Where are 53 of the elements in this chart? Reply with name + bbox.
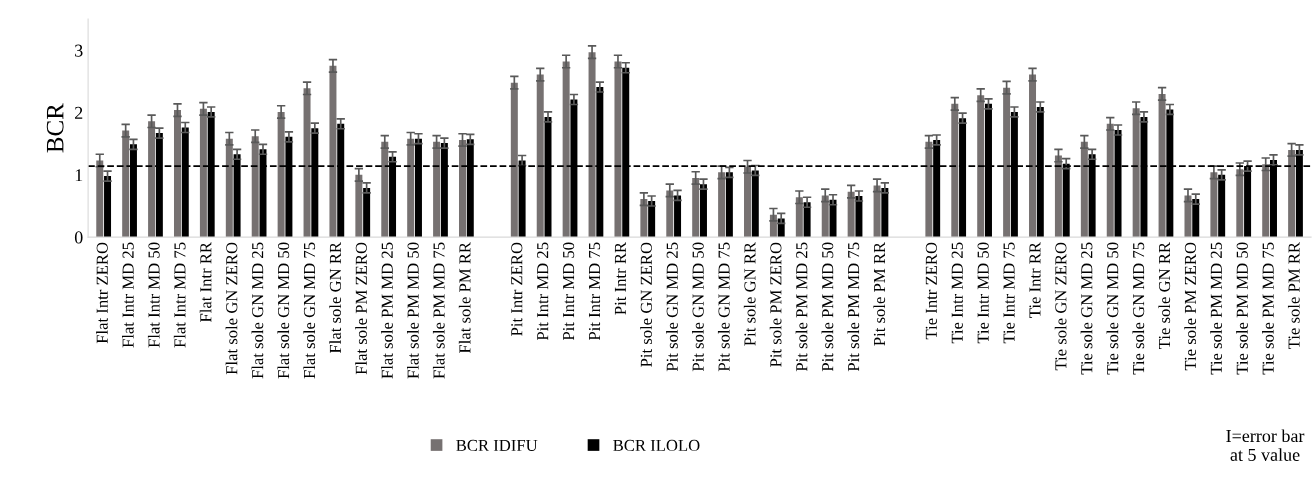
x-tick-label: Tie sole GN RR — [1158, 241, 1171, 349]
x-tick-label: Pit Intr MD 75 — [588, 242, 601, 341]
x-tick-label: Flat sole GN ZERO — [225, 242, 238, 375]
x-tick-label: Pit sole GN RR — [743, 241, 756, 346]
x-tick-label: Tie Intr MD 75 — [1003, 242, 1015, 344]
x-tick-label: Tie Intr RR — [1029, 241, 1041, 318]
x-tick-label: Flat sole GN RR — [329, 241, 342, 354]
legend-label: BCR ILOLO — [613, 439, 700, 452]
x-tick-label: Flat sole PM RR — [458, 241, 471, 354]
x-tick-label: Tie sole GN ZERO — [1054, 242, 1067, 371]
x-tick-label: Pit Intr ZERO — [511, 242, 523, 336]
x-tick-label: Tie sole PM MD 50 — [1236, 242, 1248, 375]
x-tick-label: Tie Intr MD 50 — [977, 242, 989, 344]
x-tick-label: Tie sole PM MD 25 — [1210, 242, 1222, 375]
x-tick-label: Pit sole PM RR — [873, 241, 886, 346]
x-tick-label: Flat sole GN MD 25 — [251, 242, 264, 379]
x-tick-label: Pit Intr MD 25 — [537, 242, 549, 341]
x-tick-label: Pit sole GN MD 50 — [692, 242, 704, 372]
x-tick-label: Flat sole GN MD 50 — [277, 242, 290, 379]
x-tick-label: Pit sole PM ZERO — [769, 242, 782, 367]
x-tick-label: Flat sole PM MD 25 — [381, 242, 393, 379]
x-tick-label: Flat sole GN MD 75 — [303, 242, 316, 379]
x-tick-label: Pit sole PM MD 50 — [821, 242, 834, 372]
x-tick-label: Flat Intr MD 50 — [147, 242, 160, 348]
legend-label: BCR IDIFU — [456, 439, 538, 452]
x-tick-label: Pit Intr MD 50 — [562, 242, 575, 341]
x-tick-label: Tie sole PM MD 75 — [1262, 242, 1274, 375]
x-tick-label: Flat Intr RR — [199, 241, 212, 323]
x-tick-label: Pit sole PM MD 75 — [847, 242, 860, 372]
x-tick-label: Flat sole PM MD 50 — [407, 242, 419, 379]
x-tick-label: Tie sole PM RR — [1287, 241, 1300, 349]
x-tick-label: Tie sole GN MD 75 — [1132, 242, 1145, 375]
x-tick-label: Flat sole PM ZERO — [355, 242, 367, 375]
y-tick-label: 1 — [75, 169, 83, 182]
x-tick-label: Tie sole PM ZERO — [1184, 242, 1197, 371]
x-tick-label: Tie sole GN MD 50 — [1106, 242, 1119, 375]
x-tick-label: Flat Intr MD 75 — [173, 242, 186, 348]
x-tick-label: Tie Intr ZERO — [925, 242, 937, 340]
x-tick-label: Flat sole PM MD 75 — [432, 242, 445, 379]
y-axis-title: BCR — [46, 103, 64, 153]
y-tick-label: 2 — [75, 106, 83, 119]
x-tick-label: Flat Intr ZERO — [96, 242, 108, 344]
y-tick-label: 0 — [74, 231, 83, 244]
x-tick-label: Pit Intr RR — [614, 241, 627, 315]
x-tick-label: Tie sole GN MD 25 — [1080, 242, 1093, 375]
x-tick-label: Pit sole GN MD 75 — [717, 242, 730, 372]
x-tick-label: Tie Intr MD 25 — [951, 242, 963, 344]
x-tick-label: Pit sole GN MD 25 — [666, 242, 678, 372]
text: I=error bar at 5 value — [1226, 429, 1305, 461]
x-tick-label: Pit sole GN ZERO — [640, 242, 652, 367]
y-tick-label: 3 — [75, 44, 83, 57]
x-tick-label: Flat Intr MD 25 — [122, 242, 134, 348]
x-tick-label: Pit sole PM MD 25 — [795, 242, 808, 372]
